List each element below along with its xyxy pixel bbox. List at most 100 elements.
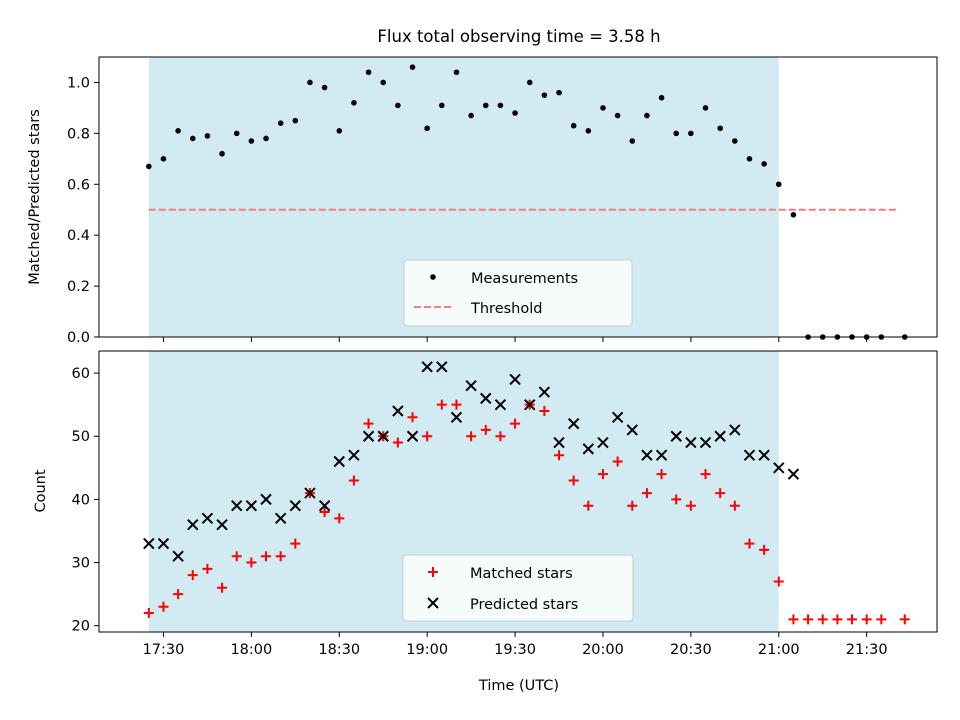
- predicted-star-point: [289, 500, 302, 512]
- matched-star-point: [510, 418, 521, 429]
- measurement-point: [351, 100, 357, 106]
- predicted-star-point: [670, 430, 682, 442]
- matched-star-point: [876, 614, 887, 625]
- predicted-star-point: [567, 417, 580, 430]
- top-chart-title: Flux total observing time = 3.58 h: [377, 27, 660, 46]
- matched-star-point: [202, 563, 213, 574]
- matched-star-point: [612, 456, 623, 467]
- y-tick-label: 0.4: [67, 228, 90, 244]
- measurement-point: [732, 138, 738, 144]
- predicted-star-point: [597, 436, 609, 449]
- matched-star-point: [744, 538, 755, 549]
- measurement-point: [263, 135, 269, 142]
- measurement-points: [146, 64, 908, 340]
- measurement-point: [204, 133, 211, 139]
- matched-star-point: [671, 494, 682, 505]
- matched-star-point: [539, 405, 550, 416]
- predicted-star-point: [348, 449, 360, 461]
- measurement-point: [702, 105, 709, 111]
- y-tick-label: 20: [72, 619, 90, 635]
- legend-label-matched: Matched stars: [470, 566, 573, 582]
- predicted-star-point: [480, 392, 492, 405]
- measurement-point: [336, 128, 343, 134]
- measurement-point: [688, 130, 694, 137]
- top-y-axis-label: Matched/Predicted stars: [27, 109, 43, 285]
- y-tick-label: 0.0: [67, 330, 90, 346]
- matched-star-point: [334, 513, 345, 524]
- predicted-star-point: [685, 436, 697, 449]
- predicted-star-point: [582, 443, 595, 455]
- measurement-point: [409, 64, 416, 70]
- measurement-point: [277, 120, 284, 126]
- matched-star-point: [466, 431, 477, 442]
- predicted-star-point: [274, 512, 287, 525]
- measurement-point: [424, 125, 430, 132]
- matched-star-point: [143, 608, 154, 619]
- predicted-star-point: [553, 436, 565, 449]
- x-tick-label: 19:00: [406, 642, 448, 658]
- predicted-star-point: [245, 500, 258, 512]
- predicted-star-point: [494, 398, 507, 411]
- matched-star-point: [700, 469, 711, 480]
- x-tick-label: 21:00: [758, 642, 800, 658]
- measurement-point: [453, 69, 460, 76]
- matched-star-point: [407, 412, 418, 423]
- predicted-star-point: [406, 430, 419, 442]
- matched-star-point: [158, 601, 169, 612]
- matched-star-point: [348, 475, 359, 486]
- measurement-point: [717, 125, 723, 132]
- measurement-point: [585, 128, 592, 134]
- measurement-point: [512, 110, 518, 116]
- predicted-star-point: [626, 424, 638, 436]
- y-tick-label: 0.8: [67, 126, 90, 142]
- matched-star-point: [729, 500, 740, 511]
- measurement-point: [189, 135, 196, 142]
- measurement-point: [248, 138, 255, 144]
- measurement-point: [746, 156, 753, 162]
- measurement-point: [556, 89, 562, 96]
- bottom-legend: Matched stars Predicted stars: [402, 554, 634, 622]
- measurement-point: [160, 156, 167, 162]
- measurement-point: [497, 102, 504, 109]
- measurement-point: [526, 79, 533, 86]
- matched-star-point: [773, 576, 784, 587]
- legend-label-measurements: Measurements: [471, 271, 578, 287]
- bottom-y-axis-label: Count: [33, 469, 49, 512]
- predicted-star-point: [436, 361, 448, 373]
- legend-label-threshold: Threshold: [470, 301, 542, 317]
- predicted-star-point: [201, 512, 214, 525]
- x-tick-label: 20:30: [670, 642, 712, 658]
- y-tick-label: 60: [72, 366, 90, 382]
- y-tick-label: 40: [72, 492, 90, 508]
- matched-star-point: [495, 431, 506, 442]
- measurement-point: [395, 102, 401, 109]
- top-legend-box: [403, 259, 633, 327]
- measurement-point: [175, 128, 181, 134]
- y-tick-label: 0.6: [67, 177, 90, 193]
- measurement-point: [541, 92, 548, 98]
- top-y-ticks: 0.0 0.2 0.4 0.6 0.8 1.0: [67, 75, 99, 346]
- top-x-ticks: [162, 337, 868, 342]
- matched-star-point: [261, 551, 272, 562]
- legend-plus-marker-icon: [428, 567, 438, 577]
- legend-label-predicted: Predicted stars: [470, 597, 578, 613]
- predicted-star-point: [333, 455, 345, 468]
- measurement-point: [233, 130, 240, 137]
- predicted-star-point: [216, 518, 228, 531]
- predicted-star-point: [699, 436, 712, 449]
- predicted-star-point: [143, 537, 155, 550]
- matched-star-point: [275, 551, 286, 562]
- measurement-point: [380, 79, 387, 86]
- predicted-star-point: [377, 430, 389, 442]
- matched-star-point: [656, 469, 667, 480]
- predicted-star-point: [787, 468, 800, 480]
- matched-star-point: [480, 424, 491, 435]
- predicted-star-point: [509, 373, 521, 386]
- measurement-point: [570, 122, 577, 129]
- matched-star-point: [568, 475, 579, 486]
- predicted-star-point: [524, 398, 536, 411]
- matched-star-point: [392, 437, 403, 448]
- matched-star-point: [759, 544, 770, 555]
- matched-star-point: [363, 418, 374, 429]
- matched-star-point: [861, 614, 872, 625]
